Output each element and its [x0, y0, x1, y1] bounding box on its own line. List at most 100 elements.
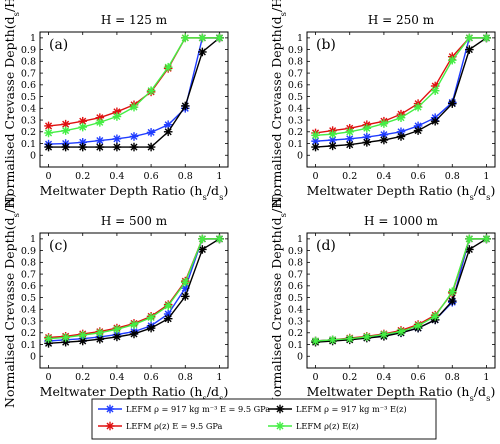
y-tick-label: 0.2 — [21, 328, 36, 339]
y-axis-label: Normalised Crevasse Depth(ds/H) — [2, 193, 22, 408]
data-point-s3 — [180, 292, 190, 301]
data-point-s3 — [95, 142, 105, 152]
data-point-s3 — [163, 314, 173, 323]
data-point-s4 — [465, 33, 474, 43]
panel-label: (c) — [49, 238, 68, 254]
y-tick-label: 0.5 — [288, 92, 303, 103]
plot-frame — [306, 31, 496, 168]
data-point-s4 — [112, 324, 122, 334]
data-point-s4 — [180, 278, 190, 287]
legend-entry-2: LEFM ρ(z) E = 9.5 GPa — [98, 421, 223, 431]
x-axis-label: Meltwater Depth Ratio (hs/ds) — [40, 183, 229, 203]
legend-label: LEFM ρ = 917 kg m⁻³ E = 9.5 GPa — [126, 404, 270, 414]
legend-box — [91, 398, 437, 440]
data-point-s3 — [198, 245, 207, 254]
data-point-s4 — [44, 128, 53, 138]
y-tick-label: 0.2 — [288, 127, 303, 138]
x-tick-label: 0.8 — [178, 171, 193, 182]
data-point-s3 — [146, 323, 156, 333]
legend-marker — [105, 404, 115, 414]
y-axis-label: Normalised Crevasse Depth(ds/H) — [2, 0, 22, 207]
y-tick-label: 0.7 — [288, 68, 303, 79]
data-point-s3 — [311, 142, 320, 152]
data-point-s4 — [215, 234, 224, 244]
data-point-s3 — [430, 116, 440, 126]
panel-label: (b) — [316, 37, 336, 53]
legend-entry-3: LEFM ρ = 917 kg m⁻³ E(z) — [268, 404, 407, 414]
data-point-s4 — [482, 33, 491, 43]
x-tick-label: 0.8 — [445, 171, 460, 182]
x-tick-label: 1 — [216, 171, 222, 182]
data-point-s4 — [198, 33, 207, 43]
data-point-s1 — [112, 134, 122, 144]
y-tick-label: 1 — [297, 33, 303, 44]
data-point-s4 — [413, 321, 423, 331]
data-point-s4 — [328, 129, 337, 139]
panel-d: 00.10.20.30.40.50.60.70.80.910 0.2 0.4 0.6 0… — [269, 193, 496, 408]
y-tick-label: 0.9 — [21, 45, 36, 56]
y-tick-label: 0.5 — [21, 92, 36, 103]
x-tick-label: 1 — [483, 171, 489, 182]
y-tick-label: 0.1 — [21, 340, 36, 351]
data-point-s4 — [146, 313, 156, 322]
x-tick-label: 0.6 — [144, 171, 159, 182]
x-tick-label: 0.6 — [144, 372, 159, 383]
x-tick-label: 0.4 — [109, 171, 124, 182]
x-tick-label: 0 — [46, 171, 52, 182]
x-tick-label: 0 — [313, 171, 319, 182]
y-tick-label: 1 — [297, 234, 303, 245]
data-point-s3 — [61, 142, 70, 152]
y-tick-label: 0.4 — [288, 305, 303, 316]
data-point-s3 — [112, 332, 122, 342]
panel-title: H = 250 m — [368, 13, 435, 27]
y-tick-label: 0.9 — [21, 246, 36, 257]
data-point-s4 — [95, 328, 105, 338]
y-tick-label: 0.9 — [288, 246, 303, 257]
y-tick-label: 0 — [30, 352, 36, 363]
x-tick-label: 0.8 — [445, 372, 460, 383]
y-tick-label: 0.6 — [21, 80, 36, 91]
data-point-s4 — [163, 62, 173, 72]
data-point-s4 — [61, 333, 70, 342]
data-point-s3 — [146, 142, 156, 152]
legend-entry-1: LEFM ρ = 917 kg m⁻³ E = 9.5 GPa — [98, 404, 270, 414]
panel-title: H = 500 m — [101, 214, 168, 228]
data-point-s1 — [146, 128, 156, 137]
data-point-s4 — [430, 312, 440, 321]
data-point-s3 — [447, 99, 457, 108]
x-tick-label: 0.4 — [109, 372, 124, 383]
x-axis-label: Meltwater Depth Ratio (hs/ds) — [307, 183, 496, 203]
data-point-s3 — [465, 45, 474, 54]
legend-marker — [275, 404, 285, 414]
data-point-s4 — [465, 234, 474, 244]
y-tick-label: 0.4 — [288, 104, 303, 115]
y-tick-label: 0.1 — [288, 340, 303, 351]
legend-entry-4: LEFM ρ(z) E(z) — [268, 421, 359, 431]
x-tick-label: 0 — [46, 372, 52, 383]
data-point-s4 — [328, 335, 337, 345]
data-point-s4 — [163, 301, 173, 311]
y-tick-label: 0.2 — [21, 127, 36, 138]
y-tick-label: 0.1 — [21, 139, 36, 150]
y-tick-label: 0 — [297, 352, 303, 363]
panel-title: H = 125 m — [101, 13, 168, 27]
data-point-s4 — [44, 334, 53, 343]
data-point-s4 — [345, 334, 355, 343]
data-point-s4 — [95, 118, 105, 127]
data-point-s4 — [362, 123, 372, 133]
data-point-s3 — [129, 142, 139, 152]
legend-label: LEFM ρ(z) E = 9.5 GPa — [126, 421, 223, 431]
x-tick-label: 0.4 — [376, 171, 391, 182]
data-point-s4 — [129, 102, 139, 112]
data-point-s4 — [112, 112, 122, 121]
x-tick-label: 0.6 — [411, 372, 426, 383]
legend-marker — [275, 421, 285, 431]
y-tick-label: 0.8 — [21, 57, 36, 68]
data-point-s3 — [78, 142, 88, 152]
data-point-s4 — [447, 55, 457, 65]
x-tick-label: 0.6 — [411, 171, 426, 182]
data-point-s4 — [311, 336, 320, 346]
x-tick-label: 0.8 — [178, 372, 193, 383]
data-point-s3 — [112, 142, 122, 152]
